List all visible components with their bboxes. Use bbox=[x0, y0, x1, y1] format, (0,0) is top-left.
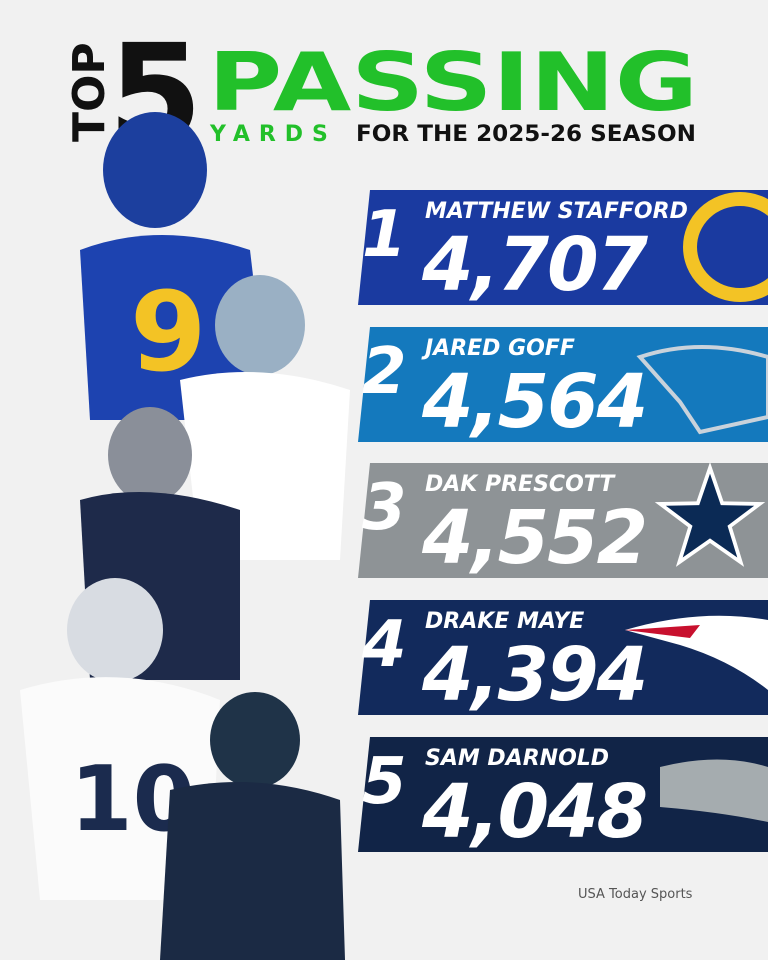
svg-text:9: 9 bbox=[130, 268, 207, 396]
rank: 3 bbox=[362, 471, 407, 545]
team-logo-inner bbox=[665, 473, 755, 558]
player-name: DRAKE MAYE bbox=[425, 609, 584, 634]
passing-yards: 4,552 bbox=[421, 495, 646, 581]
team-logo-stripe bbox=[625, 625, 700, 638]
row-band bbox=[358, 190, 768, 305]
team-logo bbox=[660, 759, 768, 822]
rank: 5 bbox=[362, 745, 407, 819]
player-name: MATTHEW STAFFORD bbox=[425, 199, 688, 224]
rank: 2 bbox=[362, 335, 407, 409]
player-collage: 9 10 bbox=[20, 112, 350, 960]
passing-yards: 4,707 bbox=[421, 222, 649, 308]
team-logo bbox=[636, 345, 768, 435]
row-band bbox=[358, 327, 768, 442]
passing-yards: 4,394 bbox=[421, 632, 646, 718]
player-name: JARED GOFF bbox=[421, 336, 575, 361]
rank: 4 bbox=[361, 608, 407, 682]
rank: 1 bbox=[362, 198, 407, 272]
player-name: DAK PRESCOTT bbox=[425, 472, 616, 497]
row-band bbox=[358, 463, 768, 578]
subtitle: FOR THE 2025-26 SEASON bbox=[356, 122, 696, 147]
title-top: TOP bbox=[64, 42, 115, 142]
photo-credit: USA Today Sports bbox=[578, 887, 693, 902]
title: PASSING bbox=[208, 36, 698, 129]
team-logo bbox=[683, 192, 768, 302]
passing-yards: 4,048 bbox=[421, 769, 646, 855]
passing-yards: 4,564 bbox=[421, 359, 646, 445]
subtitle-accent: YARDS bbox=[209, 122, 337, 147]
player-name: SAM DARNOLD bbox=[425, 746, 609, 771]
